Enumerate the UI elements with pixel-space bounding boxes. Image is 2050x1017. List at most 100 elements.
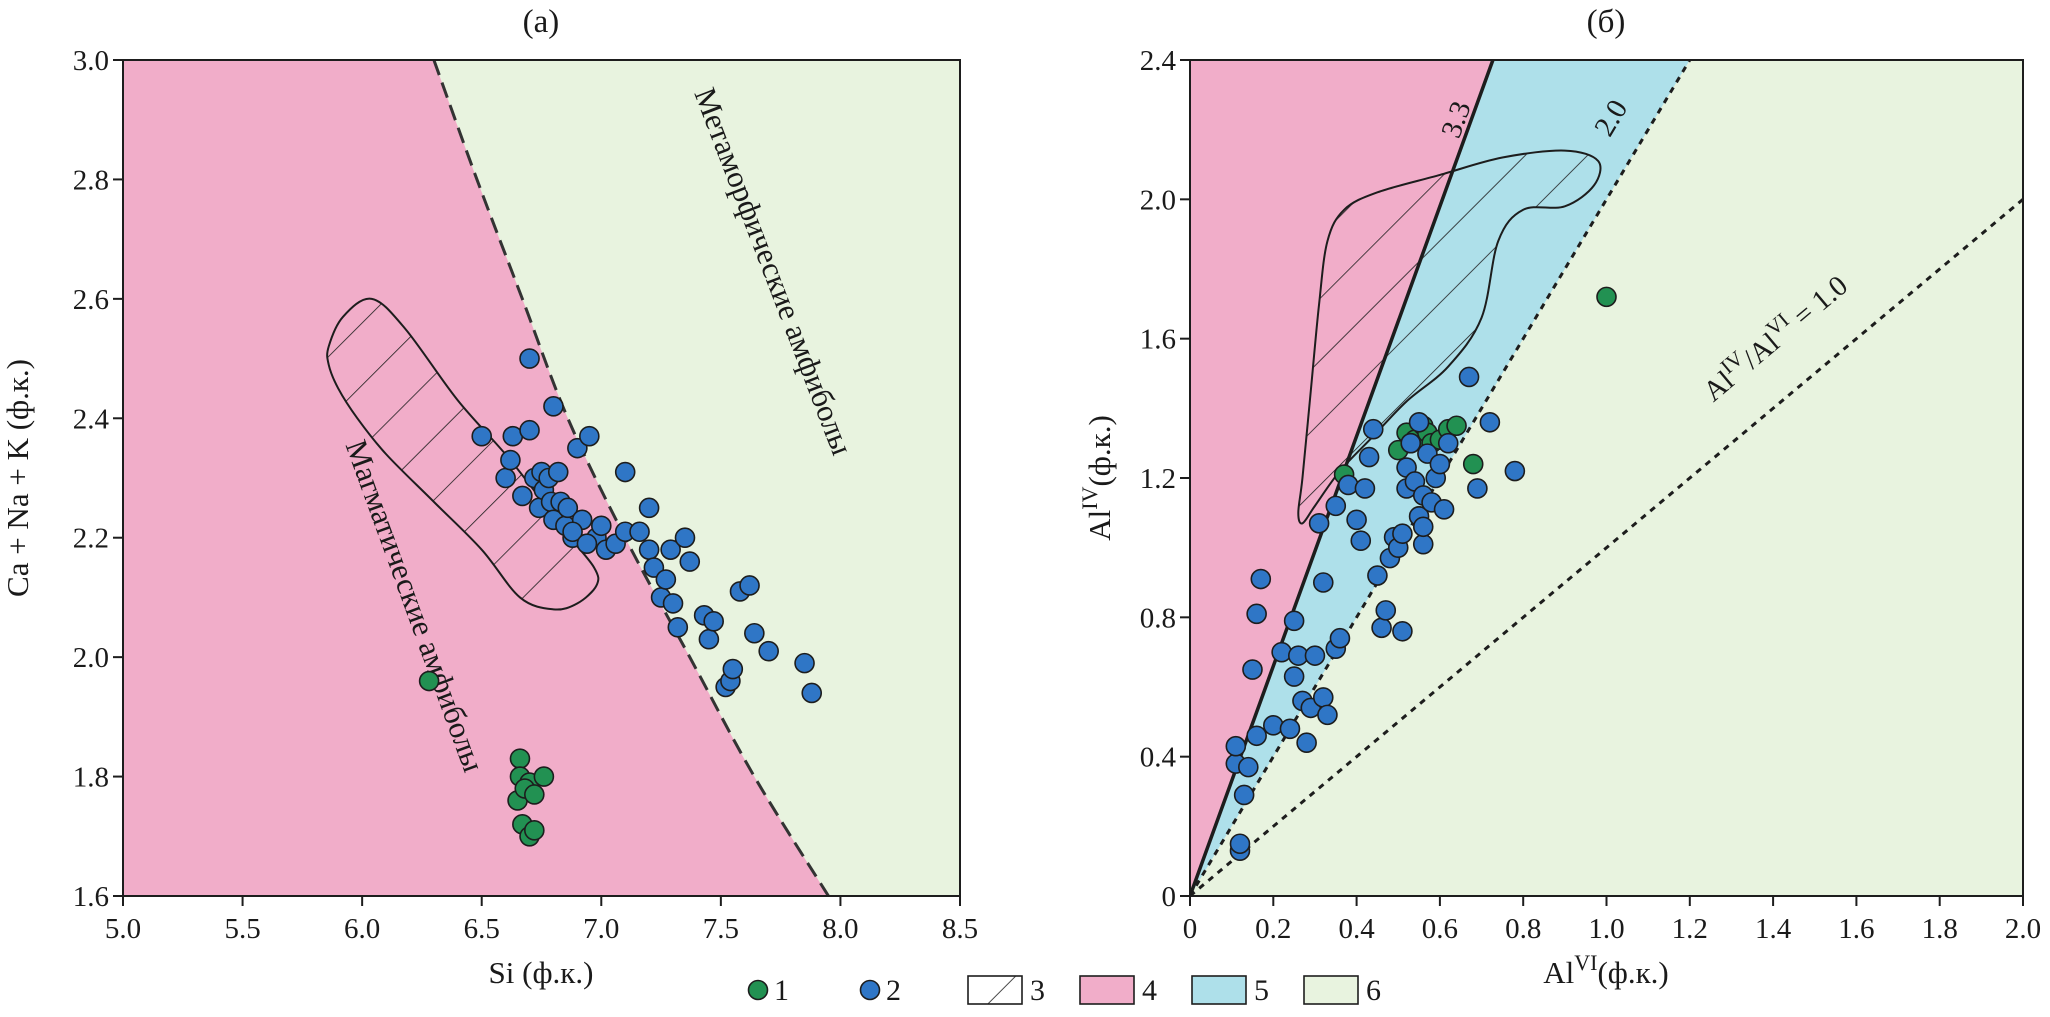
panel-b-point-group-2: [1317, 704, 1338, 726]
panel-a-y-tick-label: 2.8: [73, 164, 109, 196]
panel-b-point-group-2: [1400, 432, 1422, 454]
panel-b-point-group-2: [1283, 666, 1305, 687]
panel-b-point-group-2: [1392, 523, 1413, 545]
panel-b-x-axis-label: AlVI(ф.к.): [1543, 950, 1669, 990]
panel-b-point-group-2: [1504, 460, 1526, 482]
panel-b-point-group-2: [1246, 725, 1267, 747]
panel-b-x-tick-label: 1.2: [1672, 913, 1708, 945]
panel-b-point-group-2: [1371, 617, 1392, 639]
panel-a-y-ticks: 1.6 1.8 2.0 2.2 2.4 2.6 2.8 3.0: [73, 45, 123, 913]
panel-a-y-tick-label: 2.4: [73, 403, 110, 435]
panel-b-y-axis-label-unit: (ф.к.): [1082, 415, 1117, 486]
panel-a-point-group-2: [679, 551, 701, 572]
panel-a-point-group-1: [533, 766, 555, 787]
panel-b-point-group-2: [1458, 366, 1480, 388]
panel-b-point-group-2: [1354, 478, 1376, 499]
panel-a-point-group-2: [744, 622, 765, 644]
legend: 1 2 3 4 5 6: [747, 974, 1381, 1007]
panel-b-y-tick-label: 1.2: [1140, 463, 1176, 495]
panel-b-y-axis-label: AlIV(ф.к.): [1077, 415, 1117, 541]
panel-a: (а) Магматические амфиболы Метаморфическ…: [0, 4, 978, 990]
panel-b-x-tick-label: 2.0: [2005, 913, 2041, 945]
panel-a-point-group-2: [590, 515, 612, 537]
panel-b-point-group-2: [1375, 600, 1397, 621]
panel-a-point-group-2: [703, 611, 724, 632]
panel-a-x-axis-label: Si (ф.к.): [489, 955, 594, 990]
panel-a-x-tick-label: 5.5: [224, 913, 260, 945]
panel-b-point-group-2: [1392, 620, 1413, 642]
panel-b-y-tick-label: 0: [1162, 881, 1177, 913]
panel-a-x-tick-label: 7.5: [703, 913, 739, 945]
panel-a-point-group-2: [758, 640, 779, 662]
panel-a-y-tick-label: 3.0: [73, 45, 109, 77]
panel-b-y-axis-label-main: Al: [1082, 510, 1117, 541]
panel-a-point-group-2: [547, 461, 569, 483]
panel-a-point-group-1: [524, 784, 545, 805]
legend-label: 4: [1142, 974, 1157, 1007]
panel-b: (б) 3.3 2.0 AlIV/AlVI = 1.0 0 0.2 0.4 0.6 0.…: [1077, 4, 2041, 990]
panel-a-point-group-2: [543, 396, 564, 417]
panel-a-point-group-2: [739, 575, 760, 596]
panel-a-points: [418, 348, 823, 847]
legend-label: 2: [886, 974, 901, 1007]
legend-label: 5: [1254, 974, 1269, 1007]
panel-b-point-group-2: [1312, 687, 1334, 708]
panel-a-x-tick-label: 6.5: [464, 913, 500, 945]
panel-a-point-group-2: [638, 539, 660, 560]
legend-label: 6: [1366, 974, 1381, 1007]
panel-b-point-group-2: [1367, 565, 1388, 586]
legend-item-6: 6: [1303, 974, 1381, 1007]
panel-b-x-tick-label: 1.6: [1838, 913, 1874, 945]
panel-b-point-group-2: [1408, 411, 1430, 433]
panel-b-point-group-2: [1350, 530, 1372, 552]
panel-b-x-tick-label: 1.4: [1755, 913, 1792, 945]
legend-item-1: 1: [747, 974, 789, 1007]
panel-b-point-group-2: [1467, 478, 1488, 499]
panel-a-point-group-2: [471, 425, 493, 447]
panel-a-y-tick-label: 2.6: [73, 284, 109, 316]
panel-b-x-tick-label: 0.8: [1505, 913, 1541, 945]
panel-a-x-tick-label: 8.0: [822, 913, 858, 945]
hatched-field-3: [326, 297, 600, 611]
panel-b-point-group-2: [1346, 509, 1367, 531]
panel-b-point-group-2: [1329, 627, 1351, 649]
panel-a-y-tick-label: 2.0: [73, 642, 109, 674]
panel-a-x-tick-label: 8.5: [942, 913, 978, 945]
panel-a-point-group-2: [562, 521, 583, 543]
legend-marker: [747, 979, 769, 1001]
panel-b-point-group-2: [1271, 641, 1292, 663]
legend-item-3: 3: [967, 974, 1045, 1007]
panel-b-x-axis-label-unit: (ф.к.): [1597, 955, 1668, 990]
panel-a-point-group-2: [655, 569, 677, 590]
panel-b-point-group-2: [1263, 715, 1284, 736]
panel-b-point-group-2: [1242, 659, 1263, 680]
panel-a-point-group-2: [495, 467, 516, 489]
panel-b-point-group-2: [1437, 432, 1459, 454]
panel-a-point-group-2: [674, 527, 696, 549]
panel-a-x-ticks: 5.0 5.5 6.0 6.5 7.0 7.5 8.0 8.5: [105, 896, 978, 945]
panel-b-x-tick-label: 0.4: [1338, 913, 1375, 945]
panel-a-point-group-2: [662, 593, 684, 614]
panel-b-point-group-2: [1362, 418, 1384, 440]
panel-b-point-group-2: [1337, 474, 1359, 496]
legend-hatch-swatch: [967, 975, 1023, 1005]
panel-a-point-group-2: [801, 682, 823, 704]
legend-color-swatch: [1191, 975, 1247, 1005]
panel-a-point-group-2: [579, 425, 600, 447]
panel-a-x-tick-label: 6.0: [344, 913, 380, 945]
legend-item-4: 4: [1079, 974, 1157, 1007]
panel-a-point-group-2: [667, 616, 689, 638]
panel-b-title: (б): [1587, 4, 1626, 40]
panel-b-x-tick-label: 1.8: [1922, 913, 1958, 945]
panel-b-point-group-2: [1412, 533, 1434, 555]
panel-a-title: (а): [523, 4, 560, 40]
panel-b-y-tick-label: 1.6: [1140, 324, 1176, 356]
panel-a-x-tick-label: 5.0: [105, 913, 141, 945]
legend-marker: [859, 979, 881, 1001]
panel-b-y-tick-label: 2.0: [1140, 184, 1176, 216]
panel-b-y-axis-label-sup: IV: [1077, 486, 1102, 509]
panel-b-y-tick-label: 0.8: [1140, 602, 1176, 634]
panel-a-x-tick-label: 7.0: [583, 913, 619, 945]
panel-a-y-tick-label: 1.6: [73, 881, 109, 913]
